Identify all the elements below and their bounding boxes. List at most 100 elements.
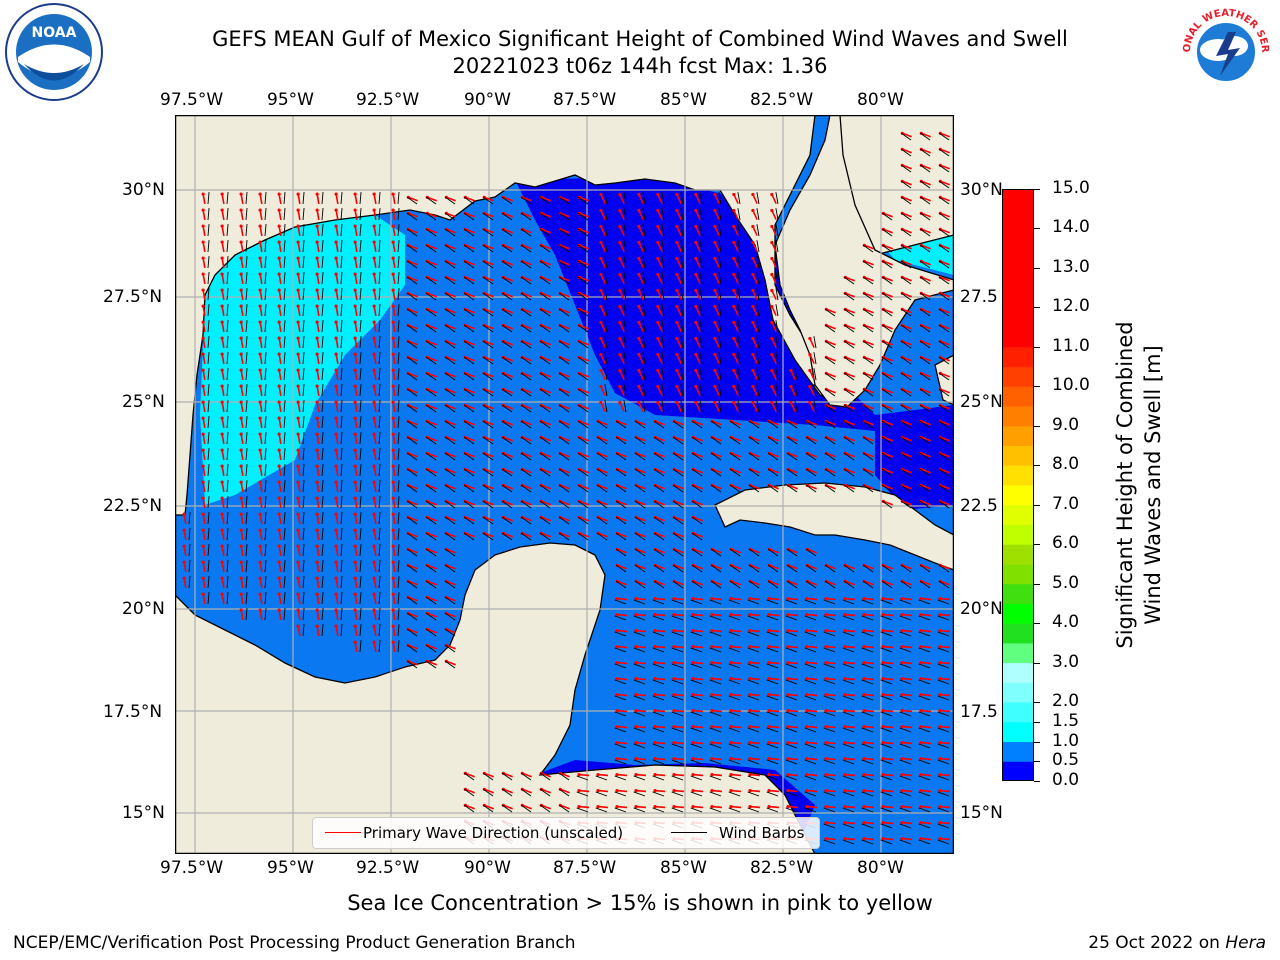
wave-direction-arrow xyxy=(635,709,647,713)
wave-direction-arrow xyxy=(693,420,703,426)
wind-barb xyxy=(737,192,741,205)
wave-direction-arrow xyxy=(202,273,206,285)
wind-barb xyxy=(378,464,381,477)
wind-barb xyxy=(321,544,324,557)
wind-barb xyxy=(283,240,286,253)
wave-arrow-head xyxy=(900,788,904,793)
wave-direction-arrow xyxy=(446,628,456,634)
noaa-logo-text: NOAA xyxy=(32,25,77,41)
wind-barb xyxy=(690,679,703,685)
wind-barb xyxy=(804,711,817,717)
wave-arrow-head xyxy=(220,368,224,372)
wave-arrow-head xyxy=(694,384,698,389)
wave-direction-arrow xyxy=(600,274,606,284)
wave-direction-arrow xyxy=(771,322,777,332)
wind-barb xyxy=(661,224,665,237)
wind-barb xyxy=(482,468,494,477)
wind-barb xyxy=(937,759,950,765)
wave-direction-arrow xyxy=(316,353,320,365)
wave-direction-arrow xyxy=(503,804,513,810)
wave-direction-arrow xyxy=(183,545,187,557)
wave-direction-arrow xyxy=(676,290,682,300)
wind-barb xyxy=(226,336,229,349)
wind-barb xyxy=(775,192,779,205)
wind-barb xyxy=(596,436,608,445)
wind-barb xyxy=(397,320,400,333)
wave-direction-arrow xyxy=(654,613,666,617)
wind-barb xyxy=(558,532,570,541)
wave-arrow-head xyxy=(767,708,771,713)
wave-arrow-head xyxy=(748,772,752,777)
wind-barb xyxy=(785,695,798,701)
wave-direction-arrow xyxy=(921,292,931,298)
wave-arrow-head xyxy=(751,192,755,197)
wave-direction-arrow xyxy=(674,516,684,522)
wind-barb xyxy=(226,208,229,221)
wind-barb xyxy=(444,500,456,509)
wave-arrow-head xyxy=(881,596,885,601)
wave-arrow-head xyxy=(767,660,771,665)
wind-barb xyxy=(842,839,855,845)
wave-direction-arrow xyxy=(579,340,589,346)
wind-barb xyxy=(671,743,684,749)
wave-direction-arrow xyxy=(316,481,320,493)
wave-direction-arrow xyxy=(240,225,244,237)
wave-direction-arrow xyxy=(806,725,818,729)
wind-barb xyxy=(340,496,343,509)
wind-barb xyxy=(264,400,267,413)
wave-direction-arrow xyxy=(883,244,893,250)
wind-barb xyxy=(359,512,362,525)
wave-arrow-head xyxy=(881,756,885,761)
wave-arrow-head xyxy=(938,660,942,665)
wind-barb xyxy=(340,288,343,301)
wave-arrow-head xyxy=(672,788,676,793)
wind-barb xyxy=(614,663,627,669)
wind-barb xyxy=(576,807,589,813)
wave-arrow-head xyxy=(808,336,812,341)
wave-direction-arrow xyxy=(826,324,836,330)
wave-direction-arrow xyxy=(787,741,799,745)
colorbar-tick-label: 0.0 xyxy=(1052,770,1080,790)
wave-direction-arrow xyxy=(278,561,282,573)
wind-barb xyxy=(207,416,210,429)
wind-barb xyxy=(767,452,779,461)
wave-direction-arrow xyxy=(657,194,663,204)
wind-barb xyxy=(444,484,456,493)
wind-barb xyxy=(302,320,305,333)
wind-barb xyxy=(710,484,722,493)
wave-arrow-head xyxy=(220,288,224,292)
wave-direction-arrow xyxy=(902,292,912,298)
wave-direction-arrow xyxy=(240,513,244,525)
wind-barb xyxy=(843,468,855,477)
wind-barb xyxy=(672,468,684,477)
wind-barb xyxy=(397,624,400,637)
wave-arrow-head xyxy=(767,596,771,601)
wave-direction-arrow xyxy=(202,369,206,381)
wind-barb xyxy=(188,560,191,573)
wind-barb xyxy=(397,192,400,205)
wave-arrow-head xyxy=(258,208,262,212)
wind-barb xyxy=(823,807,836,813)
wave-direction-arrow xyxy=(845,308,855,314)
wave-direction-arrow xyxy=(408,612,418,618)
wind-barb xyxy=(596,500,608,509)
wave-arrow-head xyxy=(220,304,224,308)
wave-arrow-head xyxy=(862,804,866,809)
wave-arrow-head xyxy=(372,192,376,196)
wave-arrow-head xyxy=(672,596,676,601)
wave-direction-arrow xyxy=(864,340,874,346)
wave-arrow-head xyxy=(296,624,300,628)
wind-barb xyxy=(709,791,722,797)
wave-arrow-head xyxy=(694,240,698,245)
wave-arrow-head xyxy=(843,676,847,681)
wave-direction-arrow xyxy=(921,564,931,570)
wave-arrow-head xyxy=(634,788,638,793)
wave-direction-arrow xyxy=(882,677,894,681)
wave-direction-arrow xyxy=(465,500,475,506)
wind-barb xyxy=(786,564,798,573)
wind-barb xyxy=(728,711,741,717)
wave-direction-arrow xyxy=(940,468,950,474)
wave-arrow-head xyxy=(239,544,243,548)
wave-direction-arrow xyxy=(921,308,931,314)
wave-arrow-head xyxy=(296,544,300,548)
